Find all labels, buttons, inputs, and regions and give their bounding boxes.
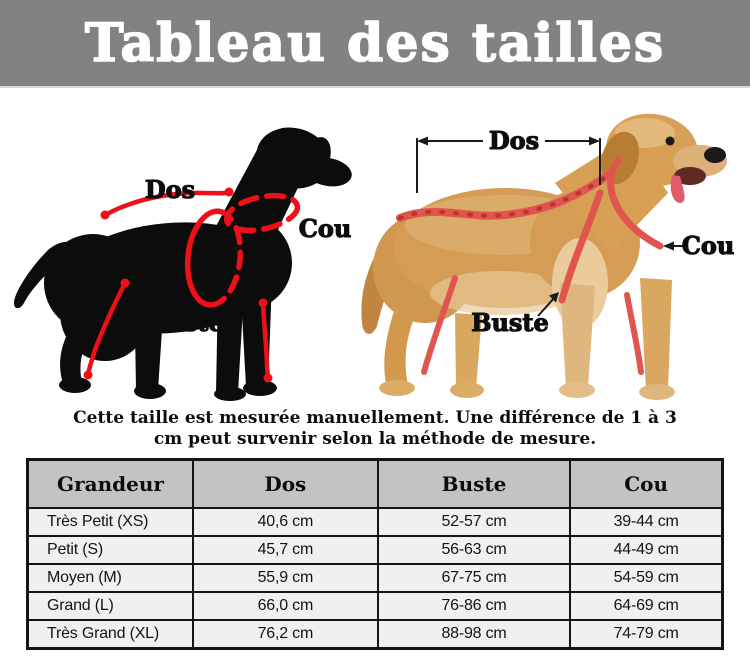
chest-girth-solid-arc	[184, 208, 222, 308]
dog-tongue	[670, 175, 685, 203]
table-header-row: Grandeur Dos Buste Cou	[26, 458, 724, 509]
size-cell: Petit (S)	[26, 535, 194, 565]
dog-nose	[704, 147, 726, 163]
cou-cell: 74-79 cm	[569, 619, 724, 650]
table-row: Petit (S) 45,7 cm 56-63 cm 44-49 cm	[26, 535, 724, 565]
buste-cell: 76-86 cm	[376, 591, 572, 621]
right-cou-label: Cou	[682, 231, 735, 260]
dos-cell: 45,7 cm	[191, 535, 379, 565]
dos-cell: 76,2 cm	[191, 619, 379, 650]
black-dog-measure-lines	[83, 187, 301, 383]
left-dos-label: Dos	[145, 175, 195, 204]
left-cou-label: Cou	[299, 214, 352, 243]
right-dos-label: Dos	[489, 126, 539, 155]
measuring-tape	[396, 156, 664, 375]
dog-measurement-svg: Dos Cou Buste	[14, 113, 735, 401]
black-dog-silhouette	[14, 127, 352, 401]
table-row: Grand (L) 66,0 cm 76-86 cm 64-69 cm	[26, 591, 724, 621]
cou-cell: 39-44 cm	[569, 507, 724, 537]
buste-cell: 56-63 cm	[376, 535, 572, 565]
size-cell: Très Grand (XL)	[26, 619, 194, 650]
header-cou: Cou	[569, 458, 724, 509]
size-cell: Moyen (M)	[26, 563, 194, 593]
dog-mouth	[674, 167, 706, 185]
chest-girth-dashed-arc	[206, 208, 244, 308]
title-banner: Tableau des tailles	[0, 0, 750, 88]
header-grandeur: Grandeur	[26, 458, 194, 509]
dos-cell: 66,0 cm	[191, 591, 379, 621]
size-cell: Grand (L)	[26, 591, 194, 621]
buste-cell: 52-57 cm	[376, 507, 572, 537]
page-title: Tableau des tailles	[84, 12, 666, 75]
buste-arrow	[537, 292, 559, 317]
dos-cell: 40,6 cm	[191, 507, 379, 537]
size-chart-table: Grandeur Dos Buste Cou Très Petit (XS) 4…	[26, 458, 724, 650]
cou-cell: 54-59 cm	[569, 563, 724, 593]
header-buste: Buste	[376, 458, 572, 509]
table-row: Moyen (M) 55,9 cm 67-75 cm 54-59 cm	[26, 563, 724, 593]
buste-cell: 67-75 cm	[376, 563, 572, 593]
buste-cell: 88-98 cm	[376, 619, 572, 650]
dog-eye	[665, 136, 675, 146]
back-length-curve	[102, 189, 232, 218]
cou-cell: 64-69 cm	[569, 591, 724, 621]
table-row: Très Grand (XL) 76,2 cm 88-98 cm 74-79 c…	[26, 619, 724, 650]
right-buste-label: Buste	[471, 308, 549, 337]
dos-cell: 55,9 cm	[191, 563, 379, 593]
measurement-diagram: Dos Cou Buste	[0, 88, 750, 406]
table-row: Très Petit (XS) 40,6 cm 52-57 cm 39-44 c…	[26, 507, 724, 537]
size-cell: Très Petit (XS)	[26, 507, 194, 537]
cou-arrow	[663, 241, 686, 251]
cou-cell: 44-49 cm	[569, 535, 724, 565]
dos-dimension-line	[416, 136, 601, 193]
left-buste-label: Buste	[146, 308, 224, 337]
header-dos: Dos	[191, 458, 379, 509]
hind-leg-line	[85, 280, 128, 378]
measurement-disclaimer: Cette taille est mesurée manuellement. U…	[73, 408, 677, 449]
neck-girth-ellipse	[223, 192, 301, 234]
